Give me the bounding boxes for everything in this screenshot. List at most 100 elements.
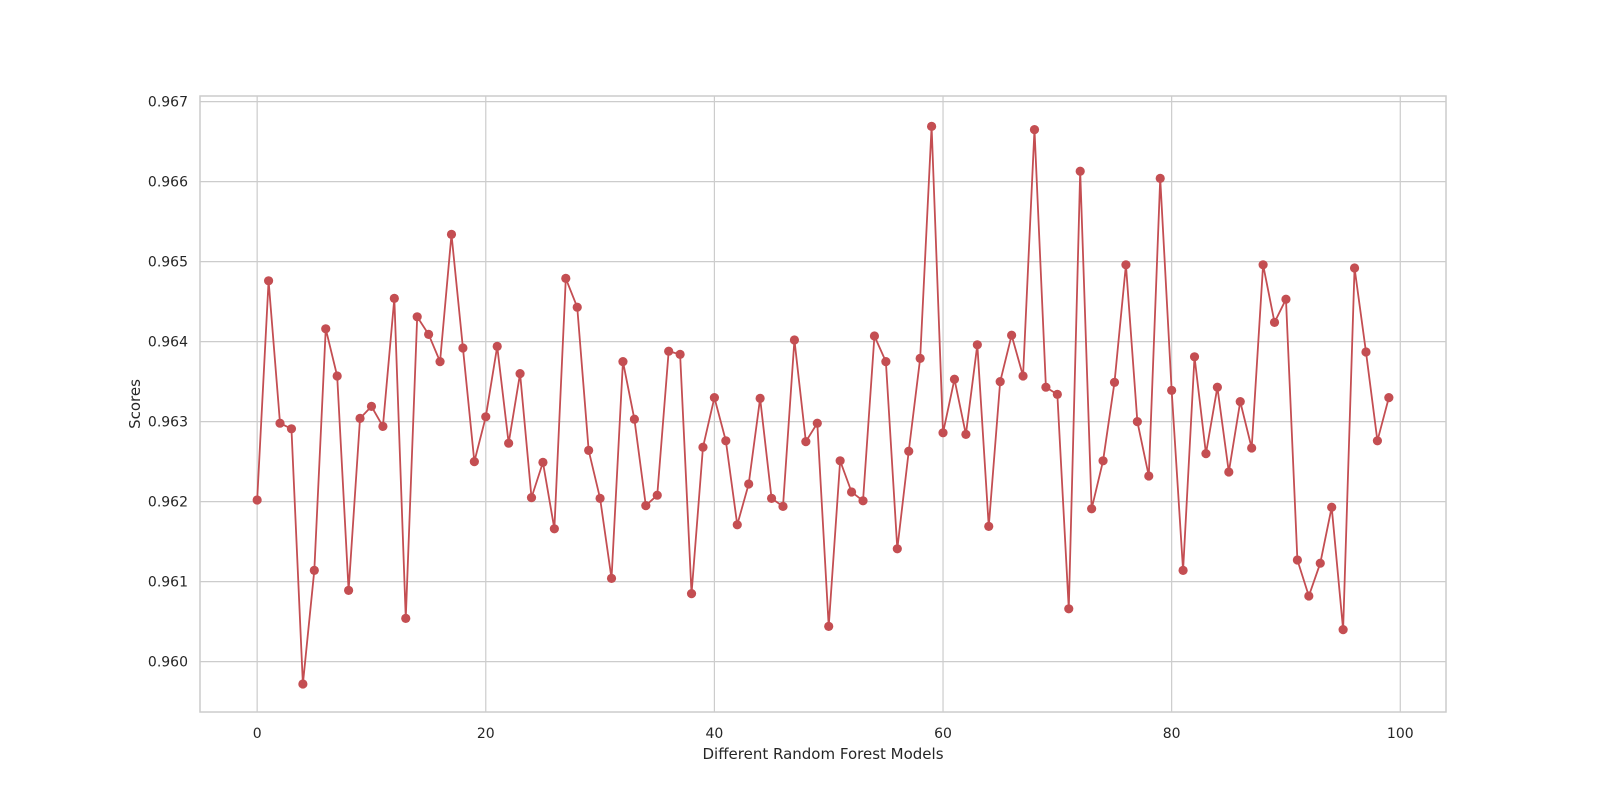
data-point xyxy=(1087,504,1097,514)
data-point xyxy=(1315,558,1325,568)
data-point xyxy=(904,446,914,456)
data-point xyxy=(972,340,982,350)
data-point xyxy=(1132,417,1142,427)
data-point xyxy=(1007,330,1017,340)
data-point xyxy=(378,421,388,431)
data-point xyxy=(766,493,777,503)
data-point xyxy=(1041,382,1051,392)
data-point xyxy=(1304,591,1314,601)
data-point xyxy=(778,501,788,511)
x-tick-label: 60 xyxy=(934,726,952,742)
plot-frame xyxy=(199,95,1447,713)
data-point xyxy=(389,293,399,303)
data-point xyxy=(252,495,262,505)
data-point xyxy=(789,335,800,345)
data-point xyxy=(515,369,525,379)
tick-layer: 0 20 40 60 80 100 0.960 0.961 0.962 0.963 0.964 0.9… xyxy=(148,95,1414,742)
data-point xyxy=(1327,502,1337,512)
data-point xyxy=(812,418,822,428)
grid-layer xyxy=(200,96,1446,712)
data-point xyxy=(298,679,308,689)
data-point xyxy=(949,374,960,384)
data-point xyxy=(1144,471,1154,481)
data-point xyxy=(824,621,834,632)
data-point xyxy=(412,312,422,322)
data-point xyxy=(1235,397,1245,407)
data-point xyxy=(1064,604,1074,614)
data-point xyxy=(1178,565,1188,576)
data-point xyxy=(858,496,868,506)
data-point xyxy=(629,414,639,424)
data-point xyxy=(1338,625,1348,635)
data-point xyxy=(561,273,571,283)
data-point xyxy=(1109,377,1120,387)
data-point xyxy=(1384,393,1394,403)
data-point xyxy=(286,424,297,434)
data-point xyxy=(1018,371,1028,381)
data-point xyxy=(446,229,457,239)
data-point xyxy=(504,438,514,448)
data-point xyxy=(263,276,274,286)
data-point xyxy=(1075,166,1085,176)
data-point xyxy=(709,393,720,403)
y-tick-label: 0.963 xyxy=(148,415,188,431)
data-point xyxy=(1292,555,1302,565)
data-point xyxy=(1361,347,1371,357)
data-point xyxy=(572,302,582,312)
data-point xyxy=(675,349,685,359)
data-point xyxy=(995,377,1005,387)
data-point xyxy=(1247,443,1257,453)
y-tick-label: 0.967 xyxy=(148,95,188,111)
data-point xyxy=(1212,382,1222,392)
data-point xyxy=(961,429,971,439)
data-point xyxy=(1029,125,1040,135)
data-point xyxy=(1121,260,1131,270)
data-point xyxy=(755,393,765,403)
data-point xyxy=(1189,352,1200,362)
data-point xyxy=(321,324,331,334)
x-tick-label: 80 xyxy=(1163,726,1181,742)
x-axis-label: Different Random Forest Models xyxy=(702,745,943,763)
data-point xyxy=(435,357,445,367)
data-point xyxy=(1281,294,1291,304)
data-point xyxy=(1349,263,1360,273)
data-point xyxy=(892,544,902,554)
series-line xyxy=(256,126,1390,685)
data-point xyxy=(744,479,754,489)
data-point xyxy=(618,357,628,367)
data-point xyxy=(926,121,937,131)
data-point xyxy=(492,341,502,351)
data-point xyxy=(1052,389,1062,399)
data-point xyxy=(641,501,651,511)
x-tick-label: 40 xyxy=(705,726,723,742)
data-point xyxy=(469,457,479,467)
data-point xyxy=(275,418,285,428)
data-point xyxy=(584,445,594,455)
series-layer xyxy=(252,121,1394,689)
y-tick-label: 0.965 xyxy=(148,255,188,271)
y-tick-label: 0.960 xyxy=(148,655,188,671)
data-point xyxy=(801,437,811,447)
data-point xyxy=(309,565,319,576)
y-tick-label: 0.966 xyxy=(148,175,188,191)
data-point xyxy=(835,456,845,466)
data-point xyxy=(869,331,880,341)
data-point xyxy=(1258,260,1268,270)
y-tick-label: 0.962 xyxy=(148,495,188,511)
data-point xyxy=(664,346,674,356)
y-axis-label: Scores xyxy=(126,379,144,429)
data-point xyxy=(1098,456,1108,466)
data-point xyxy=(915,353,925,363)
data-point xyxy=(332,371,342,381)
y-tick-label: 0.961 xyxy=(148,575,188,591)
data-point xyxy=(595,493,605,503)
data-point xyxy=(1224,467,1234,477)
data-point xyxy=(1269,317,1280,327)
data-point xyxy=(652,490,662,500)
data-point xyxy=(344,585,354,596)
data-point xyxy=(606,573,617,584)
data-point xyxy=(355,413,365,423)
x-tick-label: 0 xyxy=(253,726,262,742)
data-point xyxy=(846,487,857,497)
